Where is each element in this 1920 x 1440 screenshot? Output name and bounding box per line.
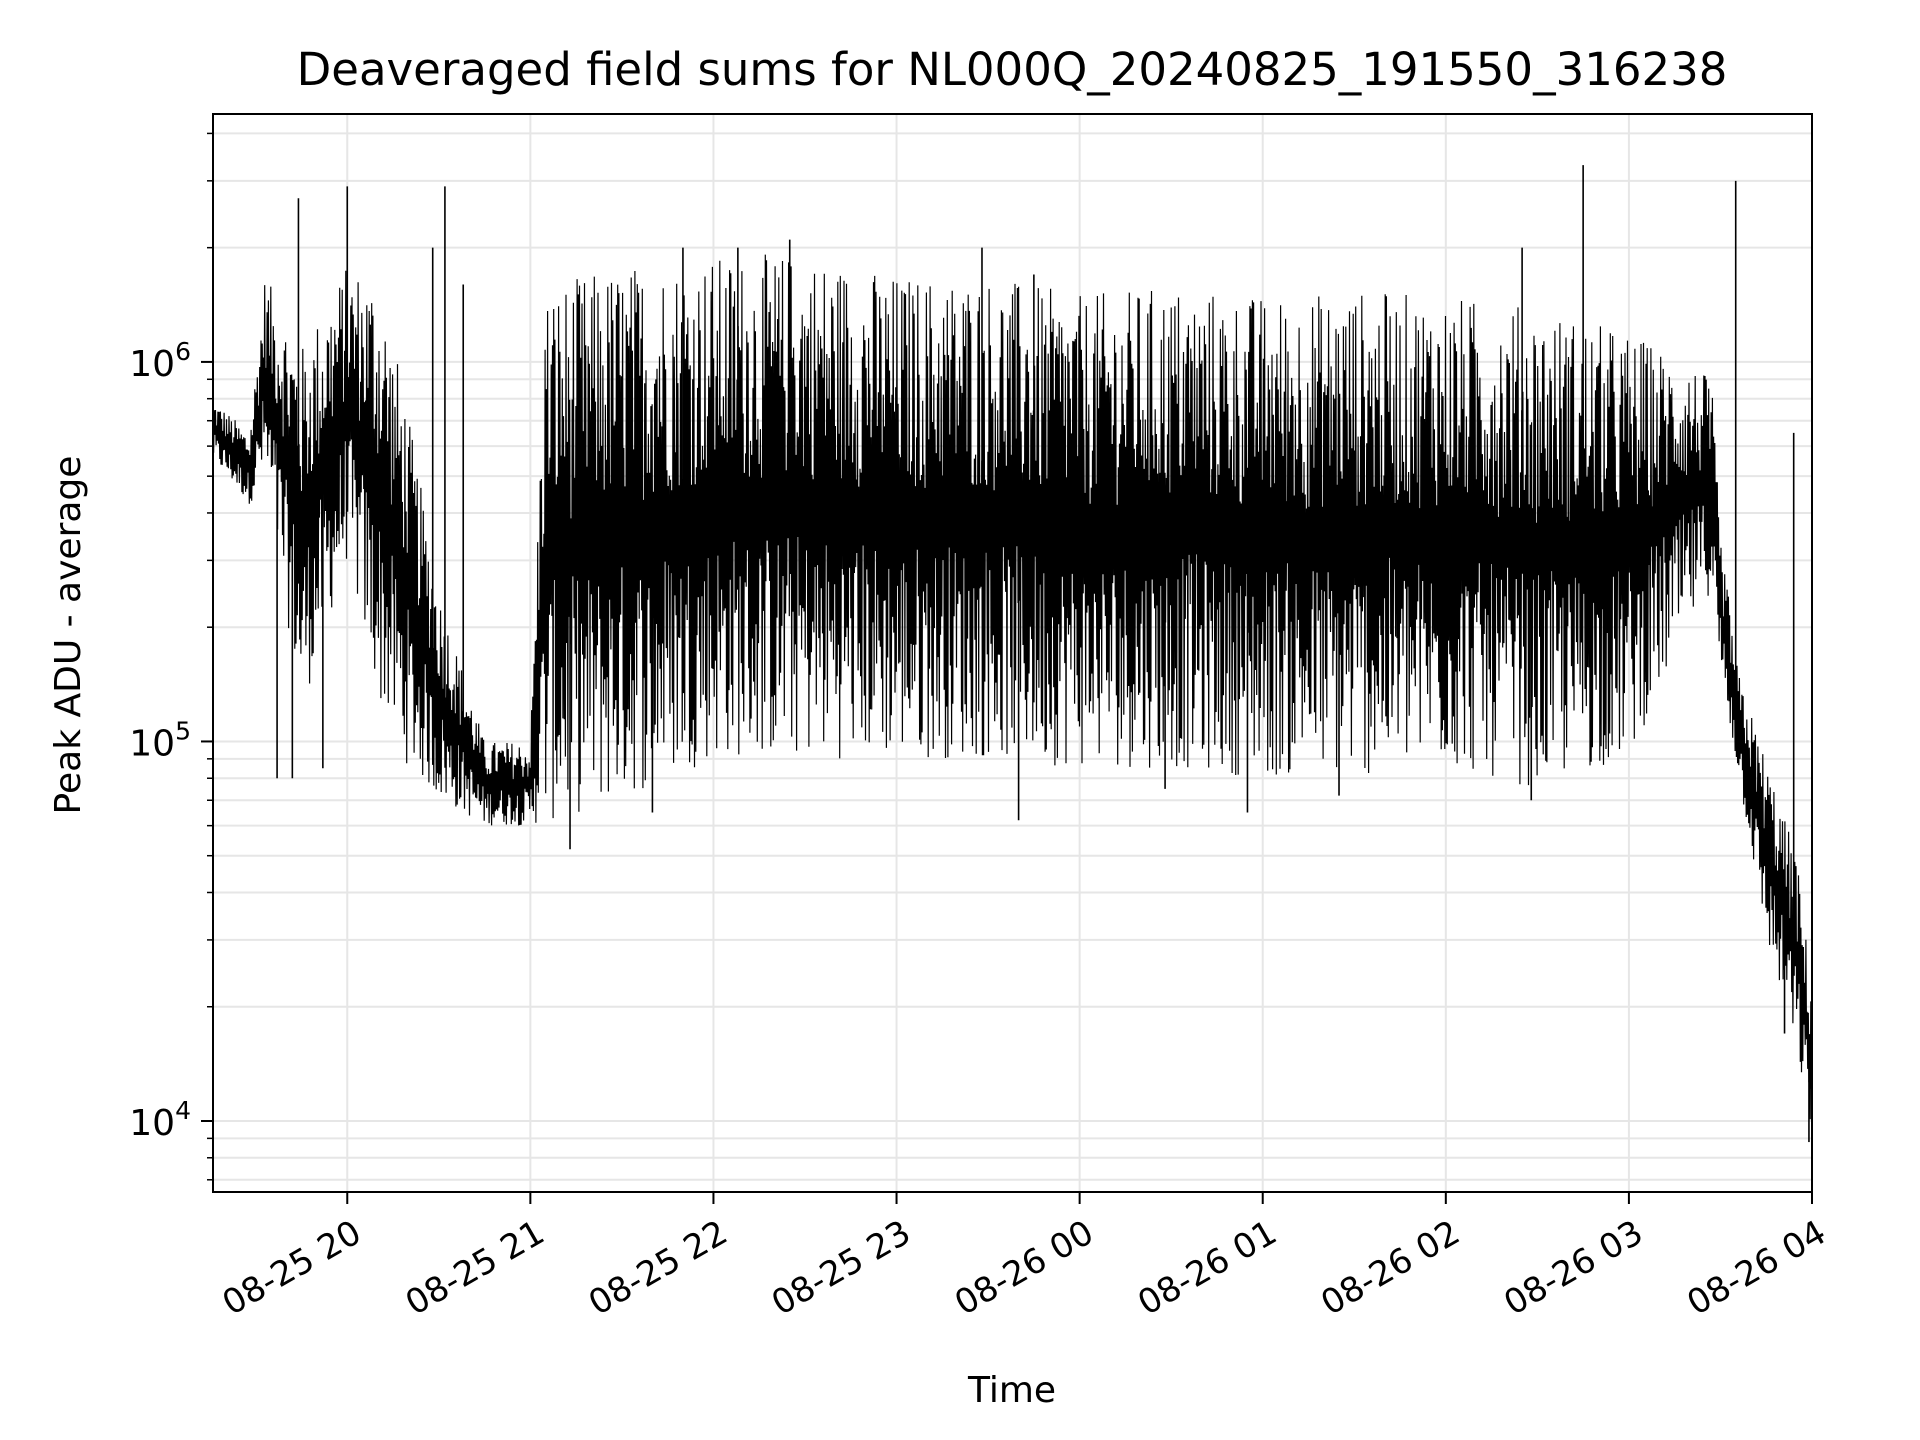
series-line xyxy=(212,254,1813,1120)
y-tick-label: 104 xyxy=(129,1096,191,1144)
chart-title: Deaveraged field sums for NL000Q_2024082… xyxy=(297,43,1728,96)
y-tick-label: 105 xyxy=(129,716,191,764)
y-tick-label: 106 xyxy=(129,337,191,385)
x-axis-label: Time xyxy=(967,1370,1056,1411)
plot-frame xyxy=(212,113,1813,1193)
series-group xyxy=(212,165,1813,1143)
y-axis-label: Peak ADU - average xyxy=(48,456,89,815)
